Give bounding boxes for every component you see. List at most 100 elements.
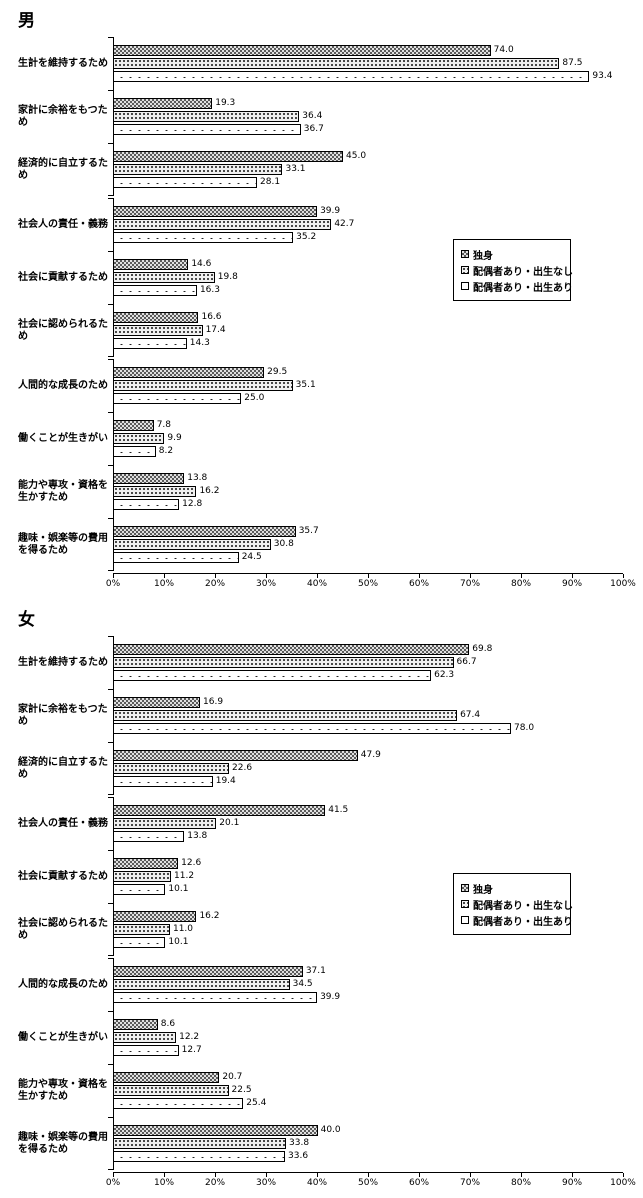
x-axis-tick (572, 574, 573, 578)
category-row: 経済的に自立するため 45.0 33.1 28.1 (0, 143, 643, 196)
bar-line: 10.1 (114, 936, 623, 949)
bar-value-label: 14.3 (189, 338, 210, 348)
category-plot: 13.8 16.2 12.8 (108, 465, 623, 518)
female-chart-section: 女 生計を維持するため 69.8 66.7 62.3 家計に余裕をもつため 16.9 67.… (0, 605, 643, 1190)
bar-dense-dots (114, 486, 197, 497)
x-axis-tick (419, 574, 420, 578)
bar-value-label: 62.3 (434, 670, 455, 680)
category-plot: 7.8 9.9 8.2 (108, 412, 623, 465)
x-axis-tick (521, 574, 522, 578)
legend-item: 配偶者あり・出生あり (461, 278, 573, 294)
bar-dark-checker (114, 151, 344, 162)
category-plot: 19.3 36.4 36.7 (108, 90, 623, 143)
bar-value-label: 12.2 (179, 1032, 200, 1042)
bar-sparse-dots (114, 723, 512, 734)
x-axis-tick-label: 80% (510, 579, 532, 589)
bar-line: 19.3 (114, 97, 623, 110)
bar-value-label: 16.2 (199, 486, 220, 496)
category-group: 人間的な成長のため 29.5 35.1 25.0 働くことが生きがい 7.8 9.9 8.2 能… (0, 359, 643, 571)
bar-line: 41.5 (114, 804, 623, 817)
bar-value-label: 66.7 (456, 657, 477, 667)
bar-value-label: 30.8 (273, 539, 294, 549)
bar-line: 10.1 (114, 883, 623, 896)
x-axis-tick (317, 574, 318, 578)
legend-item: 配偶者あり・出生なし (461, 896, 573, 912)
bar-dark-checker (114, 1019, 158, 1030)
category-row: 経済的に自立するため 47.9 22.6 19.4 (0, 742, 643, 795)
bar-value-label: 40.0 (320, 1125, 341, 1135)
bar-value-label: 67.4 (460, 710, 481, 720)
bar-sparse-dots (114, 71, 590, 82)
bar-value-label: 17.4 (205, 325, 226, 335)
x-axis: 0% 10% 20% 30% 40% 50% 60% 70% 80% 90% 100% (106, 1172, 636, 1190)
bar-dark-checker (114, 259, 189, 270)
bar-value-label: 12.6 (181, 858, 202, 868)
x-axis-tick (215, 1173, 216, 1177)
bar-value-label: 12.8 (182, 499, 203, 509)
category-plot: 16.2 11.0 10.1 (108, 903, 623, 956)
bar-line: 25.0 (114, 392, 623, 405)
x-axis-tick (368, 1173, 369, 1177)
bar-value-label: 34.5 (292, 979, 313, 989)
bar-line: 39.9 (114, 205, 623, 218)
bar-sparse-dots (114, 937, 166, 948)
bar-value-label: 9.9 (167, 433, 182, 443)
x-axis-tick-label: 10% (153, 579, 175, 589)
category-plot: 35.7 30.8 24.5 (108, 518, 623, 571)
bar-sparse-dots (114, 499, 180, 510)
x-axis-tick-label: 20% (204, 579, 226, 589)
category-plot: 14.6 19.8 16.3 (108, 251, 623, 304)
category-row: 能力や専攻・資格を 生かすため 20.7 22.5 25.4 (0, 1064, 643, 1117)
category-label: 趣味・娯楽等の費用 を得るため (18, 1131, 108, 1155)
female-bar-chart: 生計を維持するため 69.8 66.7 62.3 家計に余裕をもつため 16.9 67.4 7… (0, 636, 643, 1190)
category-label: 働くことが生きがい (18, 1031, 108, 1043)
bar-dense-dots (114, 924, 170, 935)
bar-line: 22.5 (114, 1084, 623, 1097)
x-axis-tick-label: 80% (510, 1178, 532, 1188)
category-label: 家計に余裕をもつため (18, 104, 108, 128)
bar-sparse-dots (114, 1151, 286, 1162)
category-row: 家計に余裕をもつため 19.3 36.4 36.7 (0, 90, 643, 143)
male-chart-title: 男 (18, 11, 35, 31)
bar-value-label: 87.5 (562, 58, 583, 68)
bar-line: 16.2 (114, 485, 623, 498)
legend-item: 配偶者あり・出生あり (461, 912, 573, 928)
category-plot: 8.6 12.2 12.7 (108, 1011, 623, 1064)
bar-line: 22.6 (114, 762, 623, 775)
category-row: 働くことが生きがい 7.8 9.9 8.2 (0, 412, 643, 465)
bar-dark-checker (114, 206, 318, 217)
bar-value-label: 36.4 (302, 111, 323, 121)
bar-line: 34.5 (114, 978, 623, 991)
x-axis-tick-label: 50% (357, 579, 379, 589)
bar-value-label: 69.8 (472, 644, 493, 654)
legend-item: 配偶者あり・出生なし (461, 262, 573, 278)
category-row: 家計に余裕をもつため 16.9 67.4 78.0 (0, 689, 643, 742)
bar-value-label: 25.0 (244, 393, 265, 403)
bar-line: 78.0 (114, 722, 623, 735)
x-axis-tick-label: 30% (255, 1178, 277, 1188)
bar-value-label: 36.7 (303, 124, 324, 134)
category-label: 社会に貢献するため (18, 271, 108, 283)
category-row: 社会に認められるため 16.6 17.4 14.3 (0, 304, 643, 357)
category-row: 生計を維持するため 74.0 87.5 93.4 (0, 37, 643, 90)
category-label: 社会人の責任・義務 (18, 218, 108, 230)
bar-line: 24.5 (114, 551, 623, 564)
x-axis-tick (164, 574, 165, 578)
bar-value-label: 25.4 (246, 1098, 267, 1108)
x-axis-tick-label: 40% (306, 1178, 328, 1188)
bar-value-label: 10.1 (168, 884, 189, 894)
bar-value-label: 28.1 (260, 177, 281, 187)
x-axis: 0% 10% 20% 30% 40% 50% 60% 70% 80% 90% 100% (106, 573, 636, 591)
x-axis-tick (623, 1173, 624, 1177)
bar-line: 14.6 (114, 258, 623, 271)
category-group: 生計を維持するため 74.0 87.5 93.4 家計に余裕をもつため 19.3 36.4 3… (0, 37, 643, 196)
legend-swatch-dark-checker (461, 250, 469, 258)
bar-value-label: 35.2 (296, 232, 317, 242)
bar-line: 37.1 (114, 965, 623, 978)
bar-line: 36.7 (114, 123, 623, 136)
legend-item-label: 配偶者あり・出生なし (473, 900, 573, 912)
category-plot: 16.9 67.4 78.0 (108, 689, 623, 742)
legend: 独身 配偶者あり・出生なし 配偶者あり・出生あり (453, 239, 573, 301)
category-label: 生計を維持するため (18, 57, 108, 69)
bar-line: 42.7 (114, 218, 623, 231)
